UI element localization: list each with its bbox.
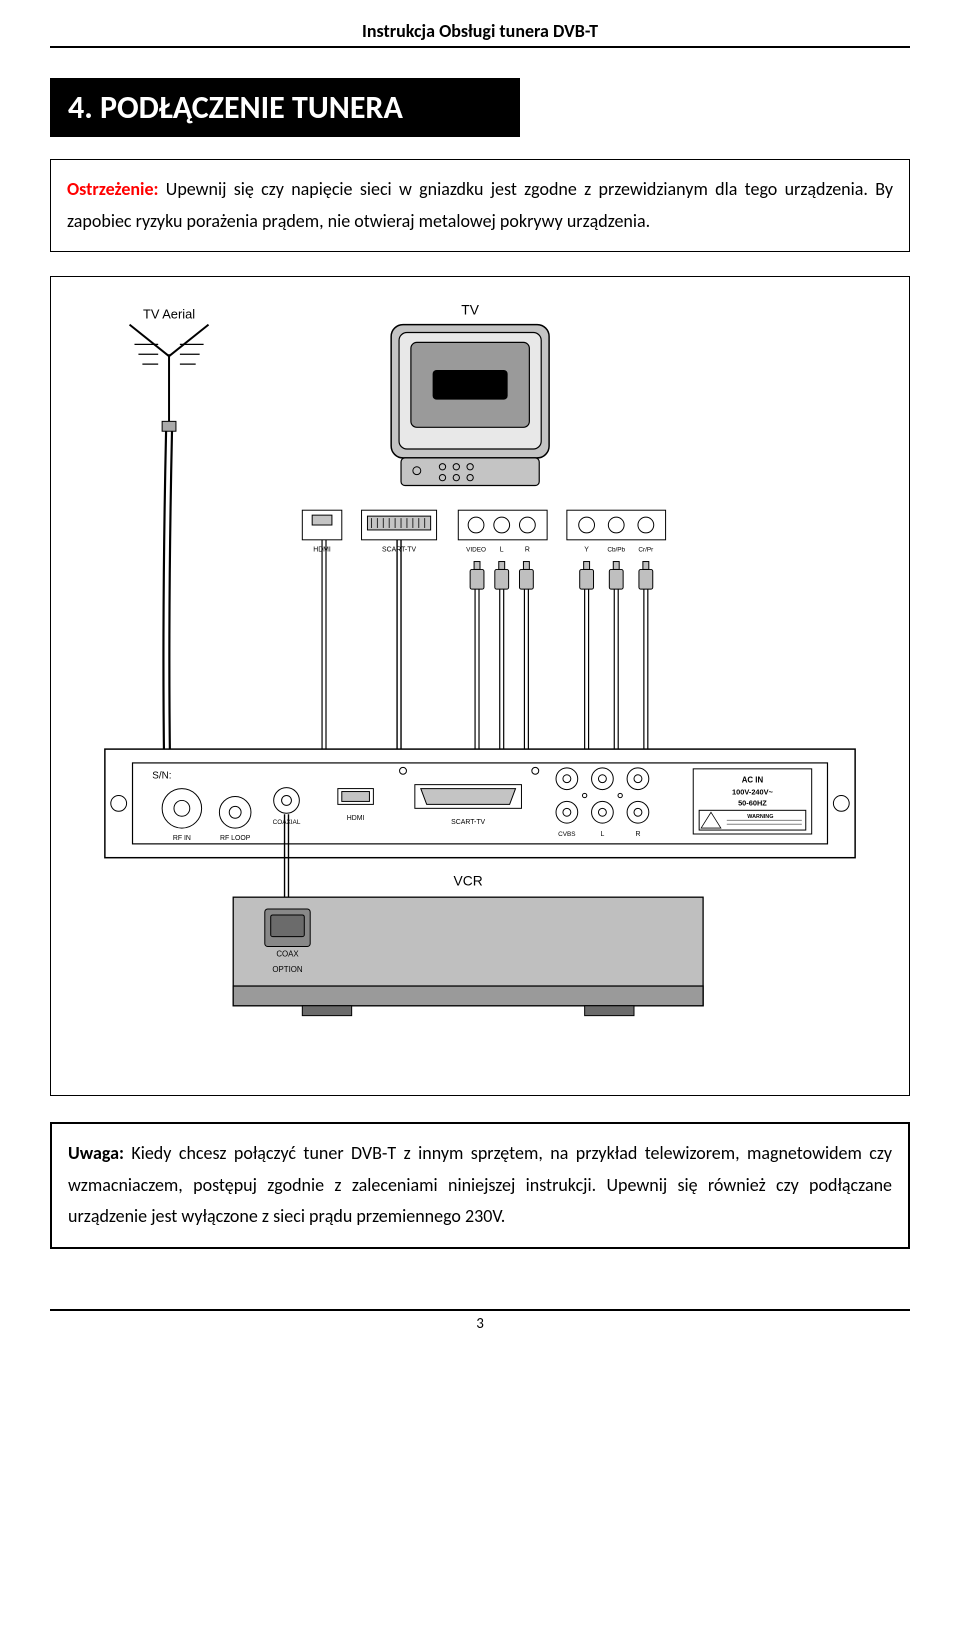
svg-text:HDMI: HDMI	[347, 815, 365, 822]
svg-text:100V-240V~: 100V-240V~	[732, 788, 774, 797]
note-lead: Uwaga:	[68, 1142, 124, 1164]
diagram-svg: TV Aerial TV HDMI	[71, 295, 889, 1065]
svg-text:SCART-TV: SCART-TV	[451, 819, 485, 826]
tv-connector-row: HDMI SCART-TV VIDEO L R	[302, 510, 665, 553]
svg-text:VIDEO: VIDEO	[466, 547, 486, 554]
section-title: 4. PODŁĄCZENIE TUNERA	[50, 78, 520, 137]
svg-text:Y: Y	[584, 547, 589, 554]
tv-label: TV	[461, 302, 479, 318]
tv-icon	[391, 325, 549, 486]
vcr-icon: COAX OPTION	[233, 897, 703, 1015]
svg-text:TV Aerial: TV Aerial	[143, 307, 195, 322]
page-number: 3	[50, 1311, 910, 1333]
svg-text:L: L	[500, 547, 504, 554]
cable-plugs-top	[470, 562, 653, 590]
connection-diagram: TV Aerial TV HDMI	[50, 276, 910, 1096]
svg-text:R: R	[525, 547, 530, 554]
tuner-rear-panel: S/N: RF IN RF LOOP COAXIAL HDMI SCART-TV	[105, 749, 855, 858]
svg-text:RF IN: RF IN	[173, 835, 191, 842]
svg-text:50-60HZ: 50-60HZ	[738, 798, 767, 807]
svg-text:R: R	[635, 831, 640, 838]
header-rule	[50, 46, 910, 48]
svg-text:SCART-TV: SCART-TV	[382, 547, 416, 554]
svg-text:RF LOOP: RF LOOP	[220, 835, 251, 842]
tv-aerial-icon: TV Aerial	[130, 307, 209, 432]
svg-text:Cr/Pr: Cr/Pr	[638, 547, 654, 554]
svg-text:S/N:: S/N:	[152, 771, 171, 782]
vcr-label: VCR	[454, 872, 483, 888]
warning-body: Upewnij się czy napięcie sieci w gniazdk…	[67, 178, 893, 232]
svg-text:COAX: COAX	[276, 949, 299, 958]
svg-text:COAXIAL: COAXIAL	[273, 819, 301, 826]
svg-text:CVBS: CVBS	[558, 831, 575, 838]
svg-text:OPTION: OPTION	[272, 965, 303, 974]
warning-box: Ostrzeżenie: Upewnij się czy napięcie si…	[50, 159, 910, 252]
warning-lead: Ostrzeżenie:	[67, 178, 159, 200]
svg-text:AC IN: AC IN	[742, 776, 764, 785]
svg-text:WARNING: WARNING	[747, 814, 773, 820]
note-body: Kiedy chcesz połączyć tuner DVB-T z inny…	[68, 1142, 892, 1227]
doc-header-title: Instrukcja Obsługi tunera DVB-T	[50, 20, 910, 46]
svg-text:L: L	[600, 831, 604, 838]
note-box: Uwaga: Kiedy chcesz połączyć tuner DVB-T…	[50, 1122, 910, 1249]
svg-text:Cb/Pb: Cb/Pb	[607, 547, 625, 554]
